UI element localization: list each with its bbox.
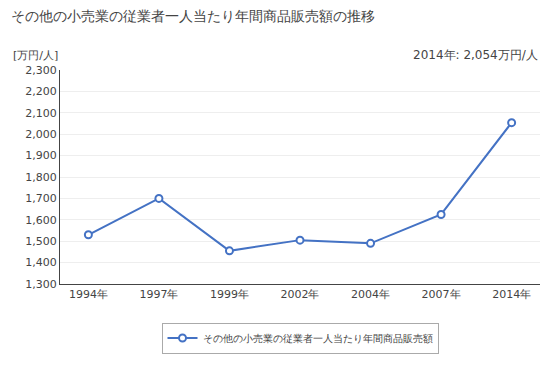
svg-text:1997年: 1997年: [139, 288, 178, 301]
svg-text:1,500: 1,500: [25, 235, 57, 248]
svg-text:1,600: 1,600: [25, 214, 57, 227]
svg-text:2,300: 2,300: [25, 64, 57, 77]
svg-text:1994年: 1994年: [69, 288, 108, 301]
svg-text:2002年: 2002年: [281, 288, 320, 301]
svg-text:2004年: 2004年: [351, 288, 390, 301]
svg-text:2014年: 2,054万円/人: 2014年: 2,054万円/人: [413, 48, 538, 62]
svg-text:1,800: 1,800: [25, 171, 57, 184]
svg-text:2014年: 2014年: [492, 288, 531, 301]
svg-text:1,700: 1,700: [25, 192, 57, 205]
svg-text:その他の小売業の従業者一人当たり年間商品販売額: その他の小売業の従業者一人当たり年間商品販売額: [203, 333, 433, 344]
svg-text:1,300: 1,300: [25, 278, 57, 291]
svg-text:2,000: 2,000: [25, 128, 57, 141]
svg-text:2007年: 2007年: [422, 288, 461, 301]
svg-text:1999年: 1999年: [210, 288, 249, 301]
svg-text:1,900: 1,900: [25, 149, 57, 162]
svg-text:[万円/人]: [万円/人]: [13, 49, 58, 62]
svg-text:2,200: 2,200: [25, 85, 57, 98]
svg-text:2,100: 2,100: [25, 107, 57, 120]
svg-text:その他の小売業の従業者一人当たり年間商品販売額の推移: その他の小売業の従業者一人当たり年間商品販売額の推移: [11, 8, 375, 24]
svg-text:1,400: 1,400: [25, 256, 57, 269]
